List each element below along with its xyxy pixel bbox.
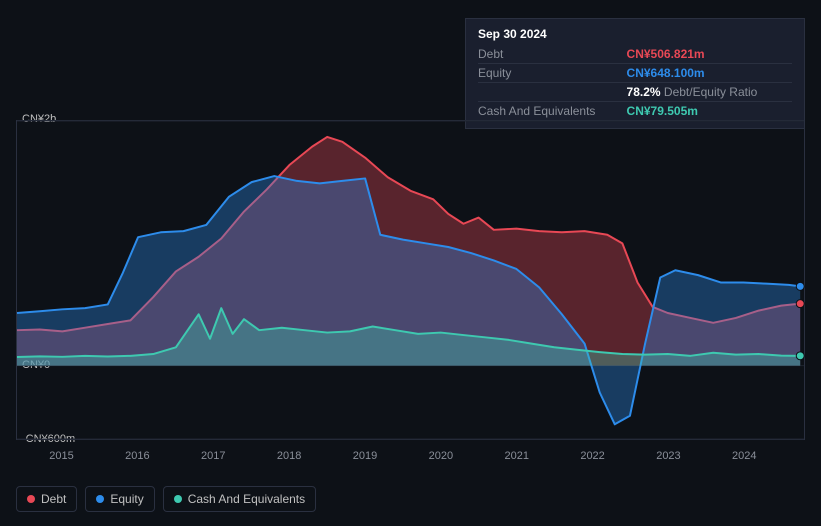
x-axis-label: 2020	[429, 450, 453, 462]
tooltip-ratio-empty	[478, 83, 627, 102]
tooltip-table: Debt CN¥506.821m Equity CN¥648.100m 78.2…	[478, 45, 792, 120]
tooltip-cash-label: Cash And Equivalents	[478, 102, 627, 121]
legend-item-debt[interactable]: Debt	[16, 486, 77, 512]
x-axis-label: 2017	[201, 450, 225, 462]
tooltip-cash-value: CN¥79.505m	[627, 102, 792, 121]
tooltip-equity-label: Equity	[478, 64, 627, 83]
tooltip-ratio-label: Debt/Equity Ratio	[664, 85, 757, 99]
x-axis-label: 2018	[277, 450, 301, 462]
chart-svg	[17, 121, 804, 439]
chart-tooltip: Sep 30 2024 Debt CN¥506.821m Equity CN¥6…	[465, 18, 805, 129]
tooltip-debt-label: Debt	[478, 45, 627, 64]
tooltip-equity-value: CN¥648.100m	[627, 64, 792, 83]
x-axis: 2015 2016 2017 2018 2019 2020 2021 2022 2023 2024	[16, 450, 805, 470]
chart-legend: Debt Equity Cash And Equivalents	[16, 486, 316, 512]
x-axis-label: 2016	[125, 450, 149, 462]
tooltip-debt-value: CN¥506.821m	[627, 45, 792, 64]
legend-dot-icon	[174, 495, 182, 503]
tooltip-date: Sep 30 2024	[478, 27, 792, 41]
legend-item-cash[interactable]: Cash And Equivalents	[163, 486, 316, 512]
tooltip-ratio-pct: 78.2%	[627, 85, 661, 99]
legend-dot-icon	[96, 495, 104, 503]
x-axis-label: 2015	[49, 450, 73, 462]
x-axis-label: 2024	[732, 450, 756, 462]
chart-plot-area[interactable]	[16, 120, 805, 440]
chart-container: { "tooltip": { "date": "Sep 30 2024", "r…	[0, 0, 821, 526]
x-axis-label: 2019	[353, 450, 377, 462]
x-axis-label: 2021	[504, 450, 528, 462]
legend-label: Cash And Equivalents	[188, 492, 305, 506]
x-axis-label: 2022	[580, 450, 604, 462]
legend-dot-icon	[27, 495, 35, 503]
tooltip-ratio-cell: 78.2% Debt/Equity Ratio	[627, 83, 792, 102]
legend-label: Debt	[41, 492, 66, 506]
x-axis-label: 2023	[656, 450, 680, 462]
legend-item-equity[interactable]: Equity	[85, 486, 154, 512]
legend-label: Equity	[110, 492, 143, 506]
